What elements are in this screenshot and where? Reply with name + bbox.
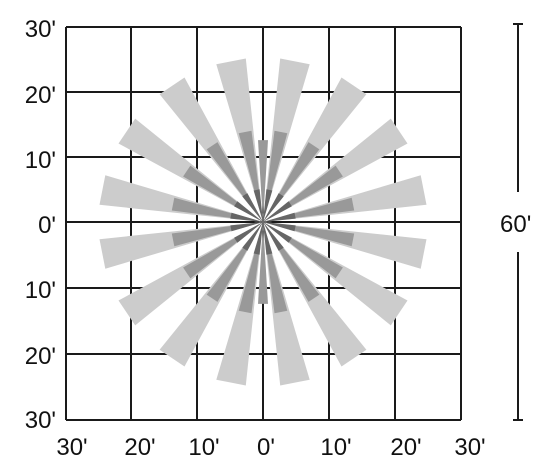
- y-tick-label-top-10: 10': [25, 147, 56, 174]
- inner-ray-0: [263, 222, 296, 232]
- middle-axis-ray-1: [258, 222, 268, 304]
- inner-ray-10: [242, 193, 263, 222]
- grid: [65, 26, 462, 421]
- y-tick-label-0: 0': [38, 212, 56, 239]
- inner-ray-13: [263, 193, 284, 222]
- inner-ray-11: [253, 189, 263, 222]
- x-tick-label-left-10: 10': [188, 434, 219, 461]
- outer-ray-0: [263, 222, 427, 269]
- y-tick-label-bottom-20: 20': [25, 343, 56, 370]
- x-tick-label-left-30: 30': [56, 434, 87, 461]
- inner-ray-7: [230, 222, 263, 232]
- x-tick-label-left-20: 20': [124, 434, 155, 461]
- outer-ray-15: [263, 175, 427, 222]
- inner-ray-layer: [230, 189, 296, 255]
- inner-ray-3: [263, 222, 273, 255]
- x-tick-label-0: 0': [257, 434, 275, 461]
- outer-ray-3: [263, 222, 310, 386]
- inner-ray-5: [242, 222, 263, 251]
- outer-ray-11: [216, 58, 263, 222]
- y-tick-label-top-20: 20': [25, 82, 56, 109]
- inner-ray-14: [263, 201, 292, 222]
- outer-ray-12: [263, 58, 310, 222]
- outer-ray-7: [99, 222, 263, 269]
- scale-bar: 60': [500, 23, 531, 421]
- inner-ray-4: [253, 222, 263, 255]
- x-tick-label-right-30: 30': [454, 434, 485, 461]
- inner-ray-9: [234, 201, 263, 222]
- inner-ray-12: [263, 189, 273, 222]
- y-tick-label-bottom-10: 10': [25, 277, 56, 304]
- inner-ray-1: [263, 222, 292, 243]
- outer-ray-8: [99, 175, 263, 222]
- x-tick-label-right-10: 10': [320, 434, 351, 461]
- scale-bar-label: 60': [500, 211, 531, 238]
- inner-ray-15: [263, 212, 296, 222]
- y-tick-label-bottom-30: 30': [25, 407, 56, 434]
- inner-ray-8: [230, 212, 263, 222]
- y-tick-label-top-30: 30': [25, 16, 56, 43]
- middle-axis-ray-0: [258, 140, 268, 222]
- outer-ray-4: [216, 222, 263, 386]
- x-tick-label-right-20: 20': [390, 434, 421, 461]
- inner-ray-2: [263, 222, 284, 251]
- inner-ray-6: [234, 222, 263, 243]
